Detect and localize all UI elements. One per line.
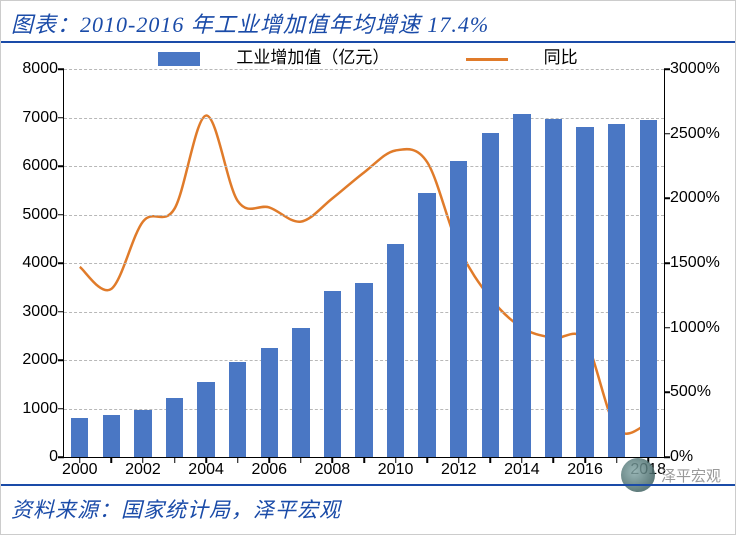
gridline: [64, 215, 664, 216]
bar: [134, 410, 151, 457]
plot-region: 0100020003000400050006000700080000%500%1…: [63, 69, 665, 458]
legend-item-bar: 工业增加值（亿元）: [140, 48, 411, 67]
x-tick: 2014: [504, 457, 540, 479]
bar: [513, 114, 530, 457]
bar: [292, 328, 309, 457]
chart-area: 工业增加值（亿元） 同比 010002000300040005000600070…: [1, 41, 735, 486]
bar: [229, 362, 246, 457]
chart-container: 图表：2010-2016 年工业增加值年均增速 17.4% 工业增加值（亿元） …: [0, 0, 736, 535]
gridline: [64, 263, 664, 264]
line-swatch-icon: [466, 58, 508, 61]
bar: [418, 193, 435, 457]
bar: [355, 283, 372, 457]
x-tick: 2004: [188, 457, 224, 479]
x-tick: 2012: [441, 457, 477, 479]
bar: [387, 244, 404, 457]
watermark-text: 泽平宏观: [661, 465, 721, 486]
bar: [166, 398, 183, 457]
x-tick: 2008: [315, 457, 351, 479]
legend-item-line: 同比: [448, 48, 596, 67]
bar: [482, 133, 499, 457]
gridline: [64, 118, 664, 119]
gridline: [64, 166, 664, 167]
x-tick: 2010: [378, 457, 414, 479]
gridline: [64, 69, 664, 70]
y-right-tick: 2000%: [664, 189, 720, 207]
legend: 工业增加值（亿元） 同比: [1, 43, 735, 68]
bar: [608, 124, 625, 457]
x-tick: 2006: [251, 457, 287, 479]
chart-title: 图表：2010-2016 年工业增加值年均增速 17.4%: [1, 1, 735, 43]
bar: [261, 348, 278, 457]
y-right-tick: 1000%: [664, 319, 720, 337]
bar: [324, 291, 341, 457]
bar: [640, 120, 657, 457]
x-tick: 2002: [125, 457, 161, 479]
legend-line-label: 同比: [544, 48, 578, 67]
bar: [103, 415, 120, 457]
bar: [576, 127, 593, 457]
bar: [71, 418, 88, 457]
x-tick: 2000: [62, 457, 98, 479]
y-right-tick: 2500%: [664, 125, 720, 143]
y-right-tick: 1500%: [664, 254, 720, 272]
y-right-tick: 500%: [664, 383, 711, 401]
legend-bar-label: 工业增加值（亿元）: [236, 48, 389, 67]
y-right-tick: 3000%: [664, 60, 720, 78]
bar: [197, 382, 214, 457]
bar: [545, 119, 562, 457]
x-tick: 2016: [567, 457, 603, 479]
bar-swatch-icon: [158, 52, 200, 66]
bar: [450, 161, 467, 457]
chart-source: 资料来源：国家统计局，泽平宏观: [1, 484, 735, 534]
